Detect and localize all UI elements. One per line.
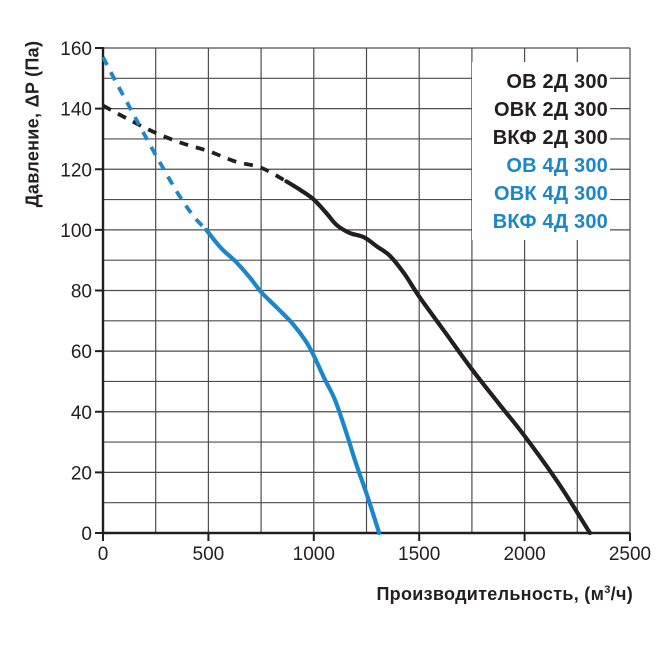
- y-tick-label: 160: [60, 39, 92, 60]
- y-tick-label: 0: [81, 524, 92, 545]
- y-tick-label: 120: [60, 160, 92, 181]
- x-tick-label: 0: [98, 544, 109, 565]
- x-tick-label: 1500: [398, 544, 440, 565]
- series-curve-solid: [204, 227, 382, 536]
- y-tick-label: 80: [71, 282, 92, 303]
- series-curve-solid: [284, 179, 593, 536]
- legend-entry: ВКФ 4Д 300: [492, 211, 608, 233]
- legend-entry: ОВК 4Д 300: [493, 183, 608, 205]
- x-axis-title-suffix: /ч): [610, 584, 633, 604]
- y-tick-label: 20: [71, 463, 92, 484]
- x-axis-title-text: Производительность, (м: [376, 584, 605, 604]
- x-tick-label: 500: [193, 544, 225, 565]
- x-axis-title-superscript: 3: [604, 584, 611, 596]
- legend-entry: ОВ 4Д 300: [506, 155, 608, 177]
- y-tick-label: 40: [71, 403, 92, 424]
- x-tick-label: 2000: [503, 544, 545, 565]
- x-tick-label: 2500: [609, 544, 651, 565]
- x-axis-title: Производительность, (м3/ч): [376, 584, 633, 605]
- y-tick-label: 140: [60, 100, 92, 121]
- series-curve-dashed: [101, 56, 208, 232]
- y-axis-title: Давление, ΔP (Па): [22, 40, 43, 208]
- legend-entry: ОВ 2Д 300: [506, 71, 608, 93]
- legend-entry: ВКФ 2Д 300: [492, 127, 608, 149]
- x-tick-label: 1000: [293, 544, 335, 565]
- legend: ОВ 2Д 300 ОВК 2Д 300 ВКФ 2Д 300 ОВ 4Д 300 ОВ…: [472, 62, 610, 240]
- y-tick-label: 100: [60, 221, 92, 242]
- legend-entry: ОВК 2Д 300: [493, 99, 608, 121]
- y-tick-label: 60: [71, 342, 92, 363]
- series-curve-dashed: [102, 103, 288, 184]
